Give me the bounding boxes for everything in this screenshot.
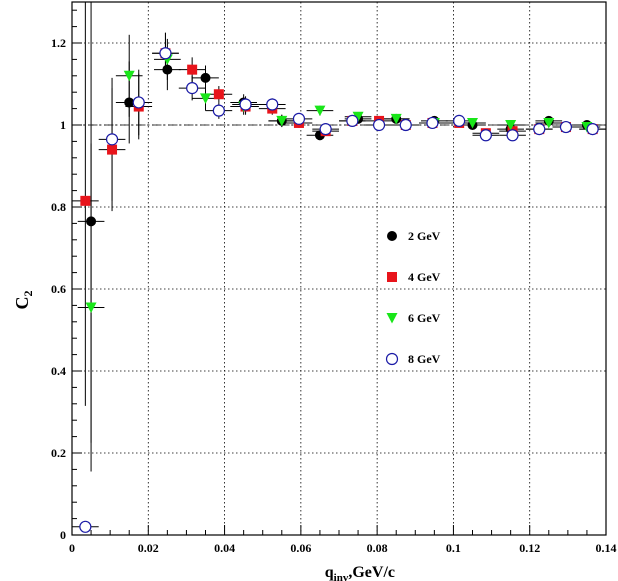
data-point-6-gev bbox=[276, 115, 288, 127]
x-axis-title: qinv,GeV/c bbox=[325, 564, 395, 581]
data-point-8-gev bbox=[533, 123, 546, 136]
x-tick-label: 0.06 bbox=[290, 541, 311, 555]
x-tick-label: 0.1 bbox=[446, 541, 461, 555]
data-point-6-gev bbox=[123, 70, 135, 82]
y-tick-label: 1.2 bbox=[51, 36, 66, 50]
x-tick-label: 0.02 bbox=[138, 541, 159, 555]
data-point-8-gev bbox=[159, 47, 172, 60]
data-point-8-gev bbox=[586, 123, 599, 136]
legend-label-2-gev: 2 GeV bbox=[408, 229, 441, 243]
legend-label-6-gev: 6 GeV bbox=[408, 311, 441, 325]
grid-lines bbox=[72, 2, 606, 535]
data-point-6-gev bbox=[352, 111, 364, 123]
y-tick-label: 0.2 bbox=[51, 446, 66, 460]
data-point-2-gev bbox=[200, 72, 211, 83]
legend-marker-6-gev bbox=[386, 313, 398, 324]
data-point-8-gev bbox=[239, 98, 252, 111]
x-axis-title-sub: inv bbox=[334, 572, 349, 581]
data-markers bbox=[79, 47, 599, 533]
y-axis-title-sub: 2 bbox=[21, 291, 35, 297]
data-point-8-gev bbox=[186, 81, 199, 95]
x-tick-label: 0.04 bbox=[214, 541, 235, 555]
data-point-8-gev bbox=[346, 114, 359, 128]
data-point-6-gev bbox=[390, 113, 402, 125]
data-point-8-gev bbox=[79, 520, 92, 533]
y-axis-title-group: C2 bbox=[12, 291, 35, 310]
x-tick-labels: 0 0.02 0.04 0.06 0.08 0.1 0.12 0.14 bbox=[69, 541, 617, 555]
data-point-4-gev bbox=[80, 195, 91, 206]
legend-marker-2-gev bbox=[387, 231, 397, 241]
y-tick-label: 1 bbox=[60, 118, 66, 132]
data-point-6-gev bbox=[314, 105, 326, 117]
data-point-4-gev bbox=[213, 89, 224, 100]
data-point-8-gev bbox=[266, 98, 279, 111]
x-tick-label: 0.08 bbox=[367, 541, 388, 555]
data-point-8-gev bbox=[319, 123, 332, 136]
y-axis-title-main: C bbox=[12, 297, 32, 310]
y-tick-label: 0.8 bbox=[51, 200, 66, 214]
data-point-8-gev bbox=[212, 104, 225, 117]
data-point-8-gev bbox=[506, 129, 519, 142]
data-point-6-gev bbox=[85, 302, 97, 313]
legend: 2 GeV 4 GeV 6 GeV 8 GeV bbox=[385, 229, 441, 366]
axis-ticks bbox=[71, 9, 607, 536]
legend-label-4-gev: 4 GeV bbox=[408, 270, 441, 284]
data-point-6-gev bbox=[505, 120, 517, 131]
data-point-8-gev bbox=[105, 133, 119, 146]
y-tick-label: 0 bbox=[60, 528, 66, 542]
y-axis-title: C2 bbox=[12, 291, 35, 310]
data-point-4-gev bbox=[187, 64, 198, 75]
data-point-8-gev bbox=[292, 112, 306, 125]
plot-frame bbox=[71, 1, 607, 536]
data-point-2-gev bbox=[162, 64, 173, 75]
x-tick-label: 0.12 bbox=[519, 541, 540, 555]
y-tick-label: 0.4 bbox=[51, 364, 66, 378]
x-tick-label: 0.14 bbox=[596, 541, 617, 555]
data-point-6-gev bbox=[467, 117, 478, 129]
y-tick-label: 0.6 bbox=[51, 282, 66, 296]
data-point-6-gev bbox=[543, 117, 555, 129]
data-point-8-gev bbox=[132, 96, 145, 109]
legend-label-8-gev: 8 GeV bbox=[408, 352, 441, 366]
data-point-6-gev bbox=[200, 93, 211, 104]
legend-marker-8-gev bbox=[385, 352, 399, 366]
data-point-8-gev bbox=[372, 118, 386, 132]
legend-marker-4-gev bbox=[387, 272, 397, 282]
x-axis-title-main: q bbox=[325, 564, 334, 581]
data-point-2-gev bbox=[86, 216, 97, 227]
error-bars bbox=[72, 2, 606, 528]
x-axis-title-suffix: ,GeV/c bbox=[348, 564, 395, 581]
x-tick-label: 0 bbox=[69, 541, 75, 555]
data-point-2-gev bbox=[124, 97, 135, 108]
data-point-8-gev bbox=[479, 129, 492, 142]
y-tick-labels: 0 0.2 0.4 0.6 0.8 1 1.2 bbox=[51, 36, 66, 542]
data-point-8-gev bbox=[453, 114, 466, 128]
data-point-8-gev bbox=[426, 116, 439, 130]
data-point-8-gev bbox=[399, 118, 412, 132]
data-point-8-gev bbox=[559, 120, 573, 134]
data-point-4-gev bbox=[107, 144, 118, 155]
